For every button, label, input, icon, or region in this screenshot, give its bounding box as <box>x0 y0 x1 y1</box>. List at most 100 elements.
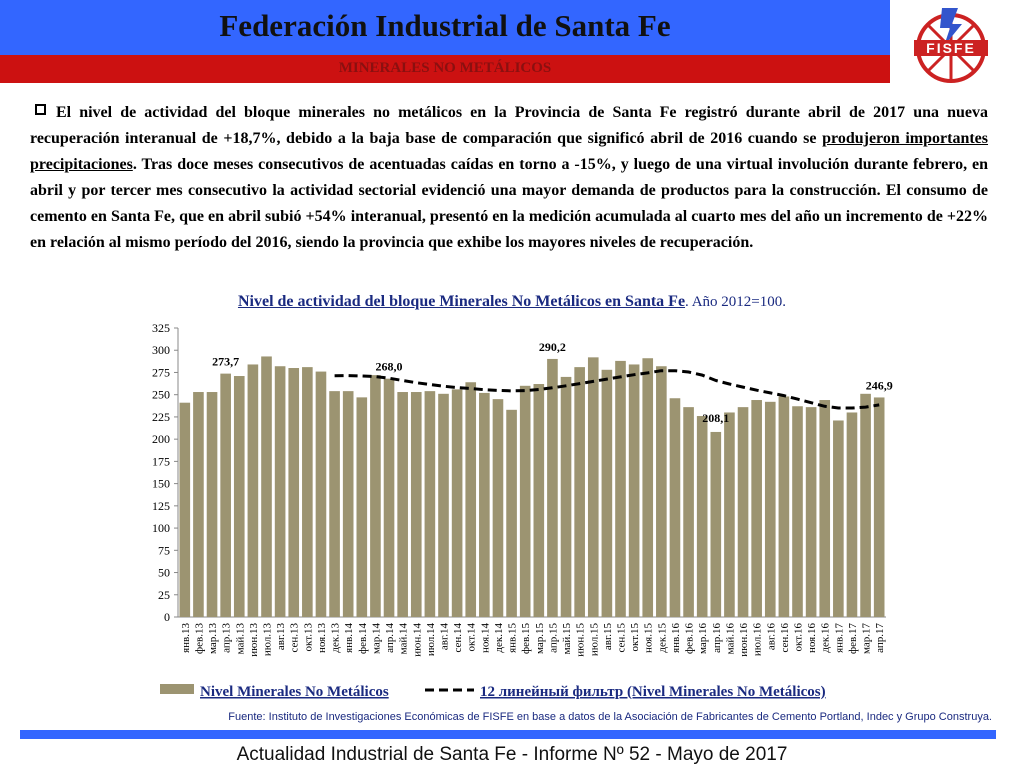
x-tick-label: сен.14 <box>452 623 464 653</box>
bar <box>479 392 490 617</box>
x-tick-label: мар.13 <box>207 623 219 655</box>
bar <box>805 407 817 617</box>
bar <box>696 416 708 617</box>
data-label: 290,2 <box>539 340 566 354</box>
x-tick-label: дек.16 <box>820 623 832 653</box>
bar <box>220 373 231 617</box>
bar <box>261 356 272 617</box>
x-tick-label: окт.15 <box>629 623 641 652</box>
y-tick-label: 325 <box>152 321 170 335</box>
chart-x-tick-labels: янв.13 фев.13 мар.13 апр.13 май.13 июн.13 июл.… <box>180 623 886 657</box>
x-tick-label: окт.13 <box>302 623 314 652</box>
x-tick-label: авг.15 <box>602 623 614 651</box>
bar <box>764 401 776 617</box>
x-tick-label: мар.15 <box>534 623 546 655</box>
x-tick-label: янв.16 <box>670 623 682 653</box>
bar <box>342 391 354 617</box>
x-tick-label: май.13 <box>234 623 246 655</box>
bar <box>574 367 585 617</box>
intro-paragraph: El nivel de actividad del bloque mineral… <box>30 100 988 256</box>
x-tick-label: ноя.13 <box>316 623 328 653</box>
bar <box>778 396 790 617</box>
bar <box>724 412 735 617</box>
section-title: MINERALES NO METÁLICOS <box>338 60 552 76</box>
bar <box>438 393 449 617</box>
chart-title-sub: . Año 2012=100. <box>685 294 787 310</box>
y-tick-label: 25 <box>158 588 170 602</box>
bar <box>370 375 381 617</box>
chart-trend-line <box>334 369 880 410</box>
x-tick-label: фев.17 <box>847 623 859 654</box>
legend-bar-swatch <box>160 684 194 694</box>
x-tick-label: мар.17 <box>861 623 873 655</box>
bar <box>587 357 599 617</box>
y-tick-label: 225 <box>152 410 170 424</box>
x-tick-label: июн.16 <box>738 623 750 657</box>
logo-text: FISFE <box>926 40 976 56</box>
x-tick-label: мар.16 <box>697 623 709 655</box>
x-tick-label: ноя.16 <box>806 623 818 653</box>
bar <box>410 392 422 617</box>
y-tick-label: 0 <box>164 610 170 624</box>
bar <box>683 407 694 617</box>
section-bar <box>0 55 890 83</box>
chart-y-tick-labels: 0 25 50 75 100 125 150 175 200 225 250 275 300 325 <box>152 321 170 624</box>
data-label: 273,7 <box>212 355 239 369</box>
bar <box>615 360 626 617</box>
x-tick-label: сен.13 <box>289 623 301 653</box>
data-label: 246,9 <box>866 378 893 392</box>
x-tick-label: июн.15 <box>575 623 587 657</box>
x-tick-label: окт.16 <box>793 623 805 652</box>
bar <box>669 398 681 617</box>
x-tick-label: дек.13 <box>330 623 342 653</box>
y-tick-label: 100 <box>152 521 170 535</box>
bar <box>506 409 517 617</box>
bar <box>274 366 286 617</box>
bar <box>383 378 395 617</box>
bar <box>465 382 477 617</box>
bar <box>451 389 463 617</box>
x-tick-label: апр.16 <box>711 623 723 653</box>
x-tick-label: май.14 <box>398 623 410 655</box>
x-tick-label: янв.14 <box>343 623 355 653</box>
x-tick-label: янв.13 <box>180 623 192 653</box>
bar <box>628 364 640 617</box>
bar <box>356 397 368 617</box>
bar <box>315 371 327 617</box>
y-tick-label: 175 <box>152 454 170 468</box>
intro-text-2: . Tras doce meses consecutivos de acentu… <box>30 156 988 251</box>
x-tick-label: июл.16 <box>752 623 764 657</box>
bar <box>792 406 803 617</box>
chart-data-labels: 273,7 268,0 290,2 208,1 246,9 <box>212 340 893 425</box>
intro-text-underlined: produjeron importantes precipitaciones <box>30 130 989 173</box>
x-tick-label: мар.14 <box>370 623 382 655</box>
data-label: 268,0 <box>376 360 403 374</box>
legend-bar-label: Nivel Minerales No Metálicos <box>200 684 389 700</box>
x-tick-label: авг.16 <box>765 623 777 651</box>
x-tick-label: июл.14 <box>425 623 437 657</box>
x-tick-label: фев.15 <box>520 623 532 654</box>
y-tick-label: 75 <box>158 543 170 557</box>
bar <box>710 431 722 617</box>
bar <box>873 397 885 617</box>
source-note: Fuente: Instituto de Investigaciones Eco… <box>228 711 992 723</box>
x-tick-label: ноя.15 <box>643 623 655 653</box>
bar <box>656 366 667 617</box>
data-label: 208,1 <box>702 411 729 425</box>
y-tick-label: 150 <box>152 477 170 491</box>
x-tick-label: авг.13 <box>275 623 287 651</box>
x-tick-label: май.16 <box>724 623 736 655</box>
x-tick-label: фев.14 <box>357 623 369 654</box>
chart-title: Nivel de actividad del bloque Minerales … <box>0 293 1024 311</box>
bar <box>233 376 245 617</box>
bar <box>329 391 340 617</box>
x-tick-label: окт.14 <box>466 623 478 652</box>
legend-line-label: 12 линейный фильтр (Nivel Minerales No M… <box>480 684 826 700</box>
y-tick-label: 250 <box>152 388 170 402</box>
y-tick-label: 125 <box>152 499 170 513</box>
bar <box>397 392 408 617</box>
x-tick-label: янв.15 <box>507 623 519 653</box>
bar <box>601 369 613 617</box>
header-bar <box>0 0 890 55</box>
